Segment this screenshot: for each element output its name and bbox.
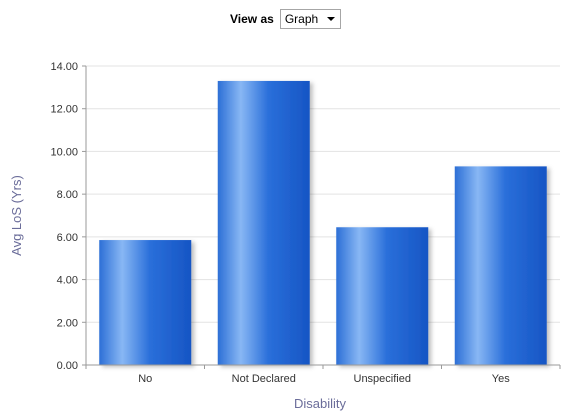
y-tick-label: 14.00 xyxy=(50,61,78,73)
bar-yes[interactable] xyxy=(454,166,547,365)
y-tick-label: 6.00 xyxy=(57,232,78,244)
bar-unspecified[interactable] xyxy=(336,227,429,365)
y-axis-ticks: 0.00 2.00 4.00 6.00 8.00 10.00 12.00 14.00 xyxy=(50,61,86,372)
chevron-down-icon xyxy=(327,17,336,21)
bars xyxy=(99,80,547,365)
x-axis-title: Disability xyxy=(294,396,347,411)
y-axis-title: Avg LoS (Yrs) xyxy=(9,175,24,256)
view-as-label: View as xyxy=(230,12,274,26)
view-as-dropdown[interactable]: Graph xyxy=(279,9,342,29)
x-axis-ticks: No Not Declared Unspecified Yes xyxy=(85,365,561,385)
bar-no[interactable] xyxy=(99,240,192,365)
y-tick-label: 0.00 xyxy=(57,360,78,372)
y-tick-label: 10.00 xyxy=(50,146,78,158)
y-tick-label: 12.00 xyxy=(50,104,78,116)
x-tick-label: Yes xyxy=(492,373,510,385)
y-tick-label: 2.00 xyxy=(57,317,78,329)
view-as-selected-value: Graph xyxy=(284,12,319,26)
y-tick-label: 4.00 xyxy=(57,275,78,287)
bar-not-declared[interactable] xyxy=(217,80,310,365)
x-tick-label: No xyxy=(138,373,152,385)
view-as-control: View as Graph xyxy=(230,9,342,29)
y-tick-label: 8.00 xyxy=(57,189,78,201)
x-tick-label: Unspecified xyxy=(354,373,411,385)
x-tick-label: Not Declared xyxy=(232,373,296,385)
